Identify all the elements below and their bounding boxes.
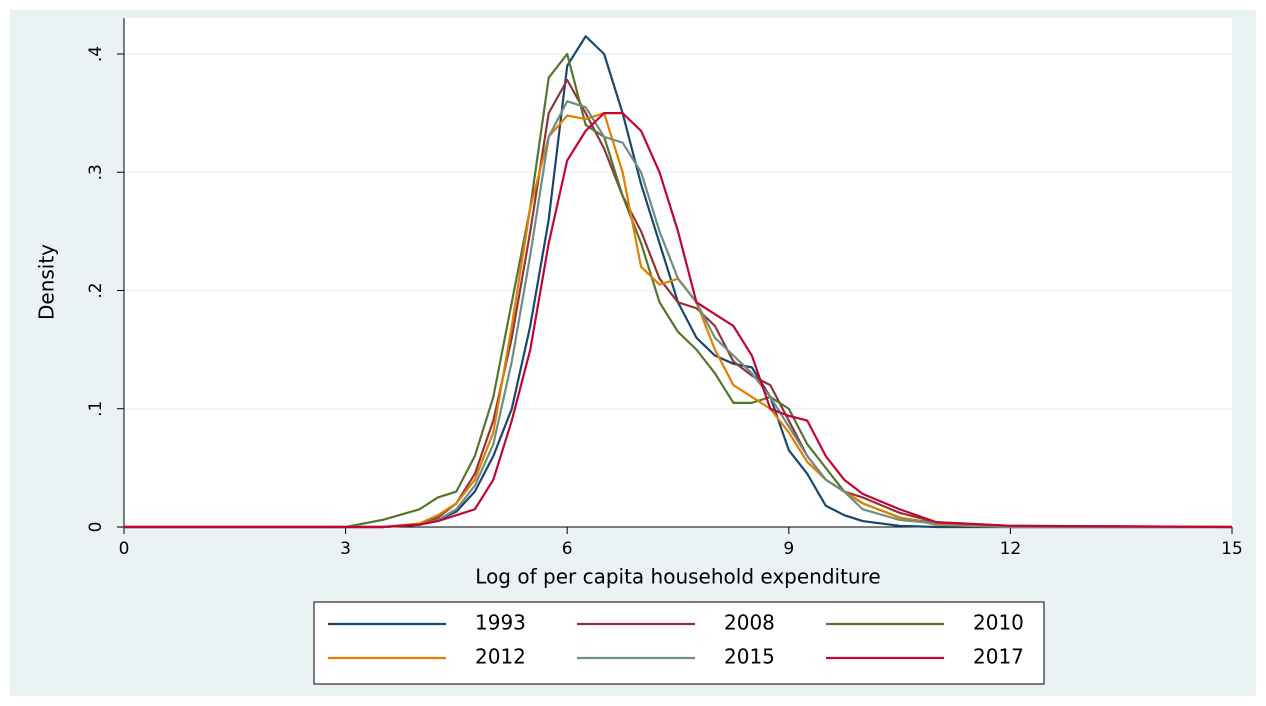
legend-label: 2012 xyxy=(475,645,526,669)
x-axis-title: Log of per capita household expenditure xyxy=(475,565,880,589)
y-tick-label: .4 xyxy=(86,46,106,62)
plot-region xyxy=(124,18,1232,527)
series-line xyxy=(124,35,1232,529)
x-tick-label: 15 xyxy=(1221,539,1243,559)
x-tick-label: 6 xyxy=(562,539,573,559)
y-tick-label: .1 xyxy=(86,401,106,417)
legend-label: 1993 xyxy=(475,611,526,635)
y-tick-label: .3 xyxy=(86,164,106,180)
y-axis-title: Density xyxy=(35,244,59,320)
legend-label: 2017 xyxy=(973,645,1024,669)
legend-label: 2008 xyxy=(724,611,775,635)
x-tick-label: 0 xyxy=(119,539,130,559)
legend-label: 2015 xyxy=(724,645,775,669)
series-line xyxy=(124,112,1233,529)
x-tick-label: 3 xyxy=(340,539,351,559)
y-tick-label: .2 xyxy=(86,282,106,298)
series-line xyxy=(124,52,1232,529)
x-tick-label: 12 xyxy=(1000,539,1022,559)
series-line xyxy=(124,100,1232,529)
legend-label: 2010 xyxy=(973,611,1024,635)
y-tick-label: 0 xyxy=(86,522,106,533)
legend xyxy=(313,601,1045,685)
x-tick-label: 9 xyxy=(783,539,794,559)
